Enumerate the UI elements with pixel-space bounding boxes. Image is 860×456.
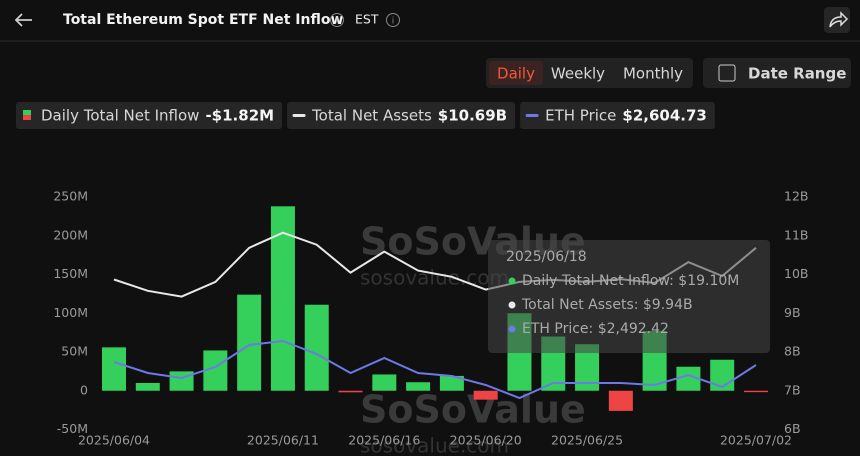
tooltip-line: Daily Total Net Inflow: $19.10M (522, 273, 739, 289)
legend-item: Daily Total Net Inflow -$1.82M (16, 102, 283, 129)
tooltip-date: 2025/06/18 (506, 249, 587, 265)
back-button[interactable] (14, 13, 32, 27)
bar (744, 390, 768, 393)
page-title: Total Ethereum Spot ETF Net Inflow (63, 12, 343, 28)
bar (102, 347, 126, 391)
x-tick-label: 2025/06/16 (348, 433, 420, 448)
y-tick-label: 250M (53, 189, 88, 204)
info-icon[interactable] (386, 13, 400, 27)
bar (372, 374, 397, 391)
y2-tick-label: 9B (784, 305, 801, 320)
date-range-label: Date Range (748, 65, 846, 83)
period-active-bg (489, 61, 543, 85)
legend-value: $2,604.73 (622, 107, 706, 125)
info-glyph: i (336, 17, 339, 27)
bar (439, 375, 464, 391)
tooltip-box (488, 240, 770, 353)
info-glyph: i (392, 17, 395, 27)
y-tick-label: 0 (80, 382, 88, 397)
legend-box (520, 102, 715, 129)
period-button[interactable]: Weekly (551, 65, 605, 83)
y-tick-label: 200M (53, 227, 88, 242)
legend-item: Total Net Assets $10.69B (287, 102, 516, 129)
bar (406, 382, 431, 391)
y2-tick-label: 6B (784, 421, 801, 436)
tooltip-line: Total Net Assets: $9.94B (521, 297, 693, 313)
bar (270, 206, 295, 391)
legend-box (287, 102, 516, 129)
tooltip-dot (508, 301, 516, 309)
bar (608, 390, 633, 411)
period-button[interactable]: Daily (497, 65, 535, 83)
watermark: SoSoValue (360, 388, 586, 432)
y2-tick-label: 7B (784, 382, 801, 397)
y-tick-label: 50M (61, 344, 88, 359)
tooltip-dot (508, 325, 516, 333)
watermark: sosovalue.com (360, 266, 509, 290)
legend-item: ETH Price $2,604.73 (520, 102, 715, 129)
line (113, 339, 757, 400)
legend-value: $10.69B (438, 107, 507, 125)
date-range-button[interactable] (703, 58, 851, 88)
x-tick-label: 2025/06/25 (551, 433, 623, 448)
share-icon (829, 11, 849, 28)
bar (237, 294, 262, 391)
bar (338, 390, 363, 393)
x-tick-label: 2025/06/20 (450, 433, 522, 448)
legend-name: ETH Price (545, 107, 616, 125)
legend-box (16, 102, 283, 129)
tooltip-dot (508, 277, 516, 285)
legend-value: -$1.82M (205, 107, 274, 125)
x-tick-label: 2025/07/02 (720, 433, 792, 448)
y2-tick-label: 10B (784, 266, 808, 281)
legend-icon (23, 115, 31, 120)
legend-name: Daily Total Net Inflow (41, 107, 199, 125)
y2-tick-label: 11B (784, 227, 808, 242)
watermark: sosovalue.com (360, 434, 509, 456)
tooltip-line: ETH Price: $2,492.42 (522, 321, 669, 337)
bar (135, 383, 160, 391)
x-tick-label: 2025/06/04 (78, 433, 150, 448)
bar (710, 359, 735, 391)
y-tick-label: 150M (53, 266, 88, 281)
period-button[interactable]: Monthly (623, 65, 683, 83)
bar (304, 304, 329, 391)
x-tick-label: 2025/06/11 (247, 433, 319, 448)
y-tick-label: -50M (57, 421, 88, 436)
calendar-icon (718, 64, 736, 82)
bar (473, 390, 498, 400)
tooltip: 2025/06/18 Daily Total Net Inflow: $19.10… (488, 240, 770, 353)
legend-icon (23, 110, 31, 115)
legend-name: Total Net Assets (311, 107, 432, 125)
timezone: EST (355, 12, 379, 27)
y-tick-label: 100M (53, 305, 88, 320)
y2-tick-label: 8B (784, 344, 801, 359)
info-icon[interactable] (330, 13, 344, 27)
y2-tick-label: 12B (784, 189, 808, 204)
